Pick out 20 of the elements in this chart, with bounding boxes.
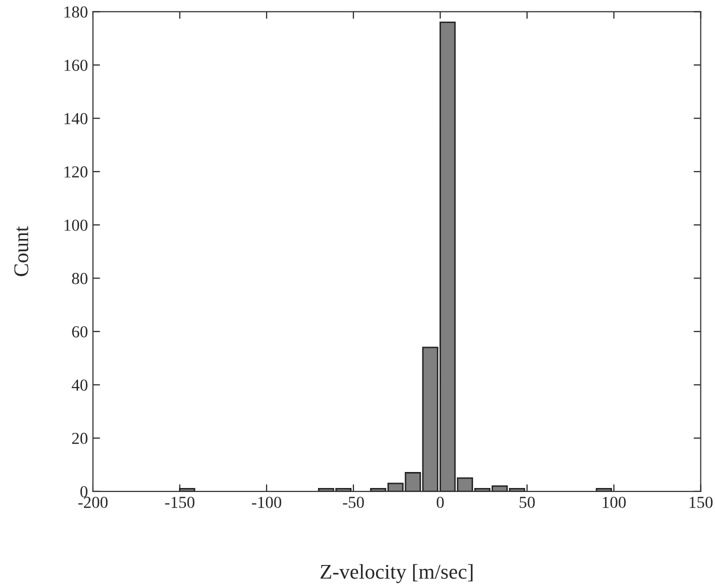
y-tick-label: 140: [64, 113, 88, 124]
y-tick-label: 20: [72, 432, 88, 444]
x-tick-label: -200: [78, 496, 108, 508]
y-tick-label: 80: [72, 272, 88, 284]
y-tick-label: 0: [80, 486, 88, 498]
x-tick-label: -150: [165, 496, 194, 508]
x-tick-label: -50: [342, 496, 364, 508]
x-tick-label: 0: [436, 496, 444, 508]
x-axis-title: Z-velocity [m/sec]: [320, 564, 472, 584]
y-tick-label: 160: [64, 60, 88, 71]
y-tick-label: 120: [64, 166, 88, 178]
y-tick-label: 40: [72, 380, 88, 391]
x-tick-label: 50: [520, 496, 535, 508]
y-tick-label: 60: [72, 326, 88, 338]
x-tick-label: 150: [690, 496, 713, 508]
y-axis-title: Count: [14, 226, 28, 276]
y-tick-label: 180: [64, 6, 88, 18]
x-tick-label: 100: [602, 496, 626, 508]
x-tick-label: -100: [252, 496, 282, 508]
y-tick-label: 100: [64, 220, 88, 231]
